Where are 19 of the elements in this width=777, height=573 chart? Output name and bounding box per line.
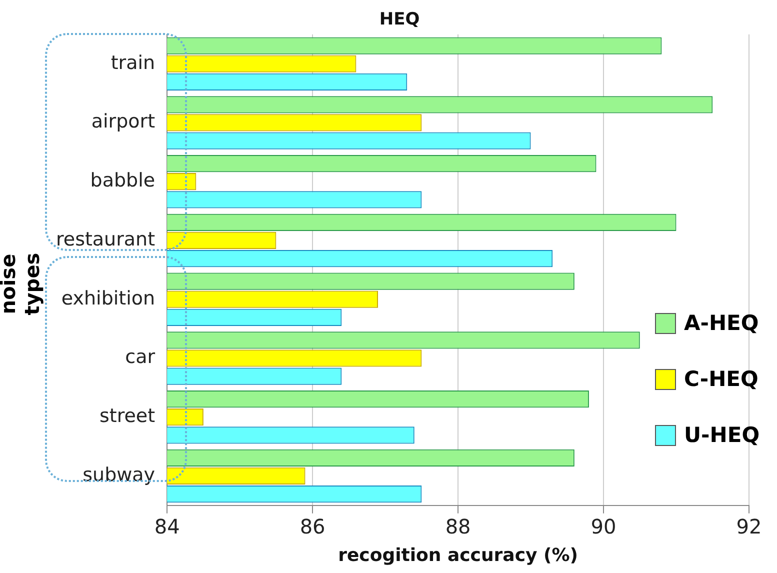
y-tick-label: restaurant xyxy=(56,228,156,250)
x-axis-title: recogition accuracy (%) xyxy=(338,544,578,566)
x-tick-label: 88 xyxy=(445,514,471,539)
y-tick-label: airport xyxy=(91,110,156,133)
y-tick-label: subway xyxy=(82,464,156,486)
x-tick-label: 84 xyxy=(154,514,180,539)
y-axis-title: noise types xyxy=(0,252,44,318)
y-tick-label: car xyxy=(125,346,156,368)
x-tick-label: 90 xyxy=(590,514,616,539)
y-tick-label: train xyxy=(110,52,156,74)
x-tick-label: 86 xyxy=(300,514,326,539)
legend-label: C-HEQ xyxy=(684,367,758,391)
legend-label: U-HEQ xyxy=(684,423,760,447)
y-tick-label: babble xyxy=(90,170,156,192)
chart-title: HEQ xyxy=(379,10,420,30)
y-tick-label: street xyxy=(99,405,156,428)
legend-label: A-HEQ xyxy=(684,311,759,335)
y-tick-label: exhibition xyxy=(61,287,156,310)
x-tick-label: 92 xyxy=(736,514,762,539)
